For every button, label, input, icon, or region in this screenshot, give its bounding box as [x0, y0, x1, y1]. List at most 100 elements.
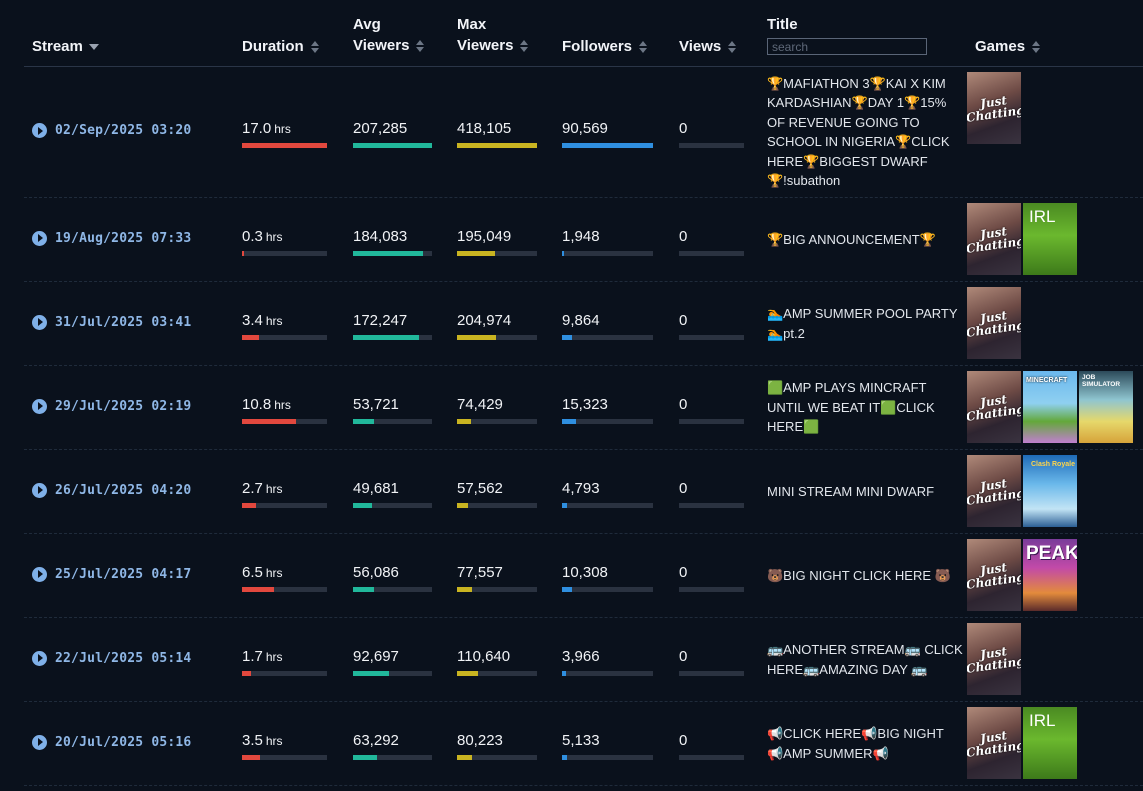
stream-link[interactable]: 22/Jul/2025 05:14 [32, 650, 191, 666]
max-bar-fill [457, 586, 473, 592]
table-header: Stream Duration Avg Viewers Max Viewers … [24, 0, 1143, 67]
game-thumbnail-job[interactable]: JOB SIMULATOR [1079, 371, 1133, 443]
followers-value: 9,864 [562, 311, 600, 329]
max-bar-fill [457, 418, 472, 424]
max-viewers-value: 80,223 [457, 731, 503, 749]
game-thumbnail-jc[interactable]: Just Chatting [967, 623, 1021, 695]
games-list: Just Chatting [967, 287, 1021, 359]
max-viewers-value: 204,974 [457, 311, 512, 329]
avg-bar-fill [353, 418, 374, 424]
max-bar-fill [457, 143, 537, 148]
column-header-max-viewers[interactable]: Max Viewers [457, 14, 529, 56]
duration-bar [242, 754, 327, 760]
followers-value: 3,966 [562, 647, 600, 665]
game-name: Just Chatting [967, 93, 1021, 125]
followers-bar [562, 670, 653, 676]
stream-link[interactable]: 02/Sep/2025 03:20 [32, 123, 191, 138]
title-header-label: Title [767, 16, 798, 33]
duration-bar-fill [242, 418, 297, 424]
duration-unit: hrs [265, 229, 283, 244]
followers-bar [562, 250, 653, 256]
followers-bar-fill [562, 334, 572, 340]
duration-bar-fill [242, 586, 275, 592]
views-value: 0 [679, 120, 688, 137]
followers-bar-fill [562, 143, 653, 148]
column-header-duration[interactable]: Duration [242, 36, 320, 57]
game-thumbnail-cr[interactable]: Clash Royale [1023, 455, 1077, 527]
game-thumbnail-jc[interactable]: Just Chatting [967, 287, 1021, 359]
duration-bar [242, 418, 327, 424]
table-row: 25/Jul/2025 04:17 6.5 hrs 56,086 77,557 1… [24, 534, 1143, 618]
games-list: Just Chatting PEAK [967, 539, 1077, 611]
game-thumbnail-mc[interactable]: MINECRAFT [1023, 371, 1077, 443]
table-body: 02/Sep/2025 03:20 17.0 hrs 207,285 418,10… [24, 67, 1143, 786]
duration-value: 1.7 hrs [242, 648, 283, 665]
stream-date: 19/Aug/2025 07:33 [55, 230, 192, 246]
duration-value: 0.3 hrs [242, 228, 283, 245]
duration-value: 10.8 hrs [242, 396, 291, 413]
stream-header-label: Stream [32, 38, 83, 55]
followers-value: 5,133 [562, 731, 600, 749]
stream-link[interactable]: 29/Jul/2025 02:19 [32, 398, 191, 414]
followers-bar-fill [562, 670, 566, 676]
game-name: Clash Royale [1031, 461, 1075, 468]
play-circle-icon [32, 566, 47, 582]
max-viewers-value: 195,049 [457, 227, 512, 245]
game-thumbnail-jc[interactable]: Just Chatting [967, 455, 1021, 527]
duration-value: 3.5 hrs [242, 732, 283, 749]
duration-unit: hrs [274, 397, 291, 412]
game-thumbnail-jc[interactable]: Just Chatting [967, 72, 1021, 144]
duration-bar [242, 586, 327, 592]
avg-bar-fill [353, 143, 432, 148]
game-thumbnail-jc[interactable]: Just Chatting [967, 707, 1021, 779]
avg-bar [353, 502, 432, 508]
column-header-stream[interactable]: Stream [32, 36, 99, 57]
game-thumbnail-jc[interactable]: Just Chatting [967, 371, 1021, 443]
avg-bar-fill [353, 586, 375, 592]
games-list: Just Chatting Clash Royale [967, 455, 1077, 527]
table-row: 26/Jul/2025 04:20 2.7 hrs 49,681 57,562 4… [24, 450, 1143, 534]
max-bar-fill [457, 754, 473, 760]
play-circle-icon [32, 734, 47, 750]
avg-bar [353, 670, 432, 676]
stream-link[interactable]: 25/Jul/2025 04:17 [32, 566, 191, 582]
duration-value: 3.4 hrs [242, 312, 283, 329]
game-thumbnail-irl[interactable]: IRL [1023, 707, 1077, 779]
game-name: IRL [1029, 711, 1056, 730]
max-bar [457, 143, 537, 148]
games-list: Just Chatting IRL [967, 203, 1077, 275]
followers-bar-fill [562, 418, 576, 424]
game-thumbnail-jc[interactable]: Just Chatting [967, 539, 1021, 611]
stream-title: 🚌ANOTHER STREAM🚌 CLICK HERE🚌AMAZING DAY … [767, 642, 963, 677]
followers-value: 15,323 [562, 395, 608, 413]
play-circle-icon [32, 482, 47, 498]
duration-value: 2.7 hrs [242, 480, 283, 497]
stream-link[interactable]: 19/Aug/2025 07:33 [32, 230, 192, 246]
duration-bar [242, 502, 327, 508]
game-thumbnail-irl[interactable]: IRL [1023, 203, 1077, 275]
avg-bar-fill [353, 754, 378, 760]
duration-header-label: Duration [242, 38, 304, 55]
column-header-title: Title [767, 14, 798, 35]
stream-date: 20/Jul/2025 05:16 [55, 734, 192, 750]
table-row: 31/Jul/2025 03:41 3.4 hrs 172,247 204,974… [24, 282, 1143, 366]
max-viewers-value: 74,429 [457, 395, 503, 413]
duration-bar [242, 670, 327, 676]
stream-link[interactable]: 26/Jul/2025 04:20 [32, 482, 191, 498]
stream-link[interactable]: 20/Jul/2025 05:16 [32, 734, 192, 750]
games-list: Just Chatting MINECRAFT JOB SIMULATOR [967, 371, 1133, 443]
duration-bar-fill [242, 502, 256, 508]
sort-icon [639, 40, 648, 54]
views-value: 0 [679, 479, 688, 497]
max-bar [457, 502, 537, 508]
column-header-games[interactable]: Games [975, 36, 1041, 57]
game-thumbnail-jc[interactable]: Just Chatting [967, 203, 1021, 275]
duration-number: 2.7 [242, 479, 263, 497]
game-thumbnail-peak[interactable]: PEAK [1023, 539, 1077, 611]
title-search-input[interactable] [767, 38, 927, 55]
column-header-views[interactable]: Views [679, 36, 737, 57]
stream-link[interactable]: 31/Jul/2025 03:41 [32, 314, 191, 330]
column-header-avg-viewers[interactable]: Avg Viewers [353, 14, 425, 56]
max-header-line2: Viewers [457, 37, 514, 54]
column-header-followers[interactable]: Followers [562, 36, 648, 57]
